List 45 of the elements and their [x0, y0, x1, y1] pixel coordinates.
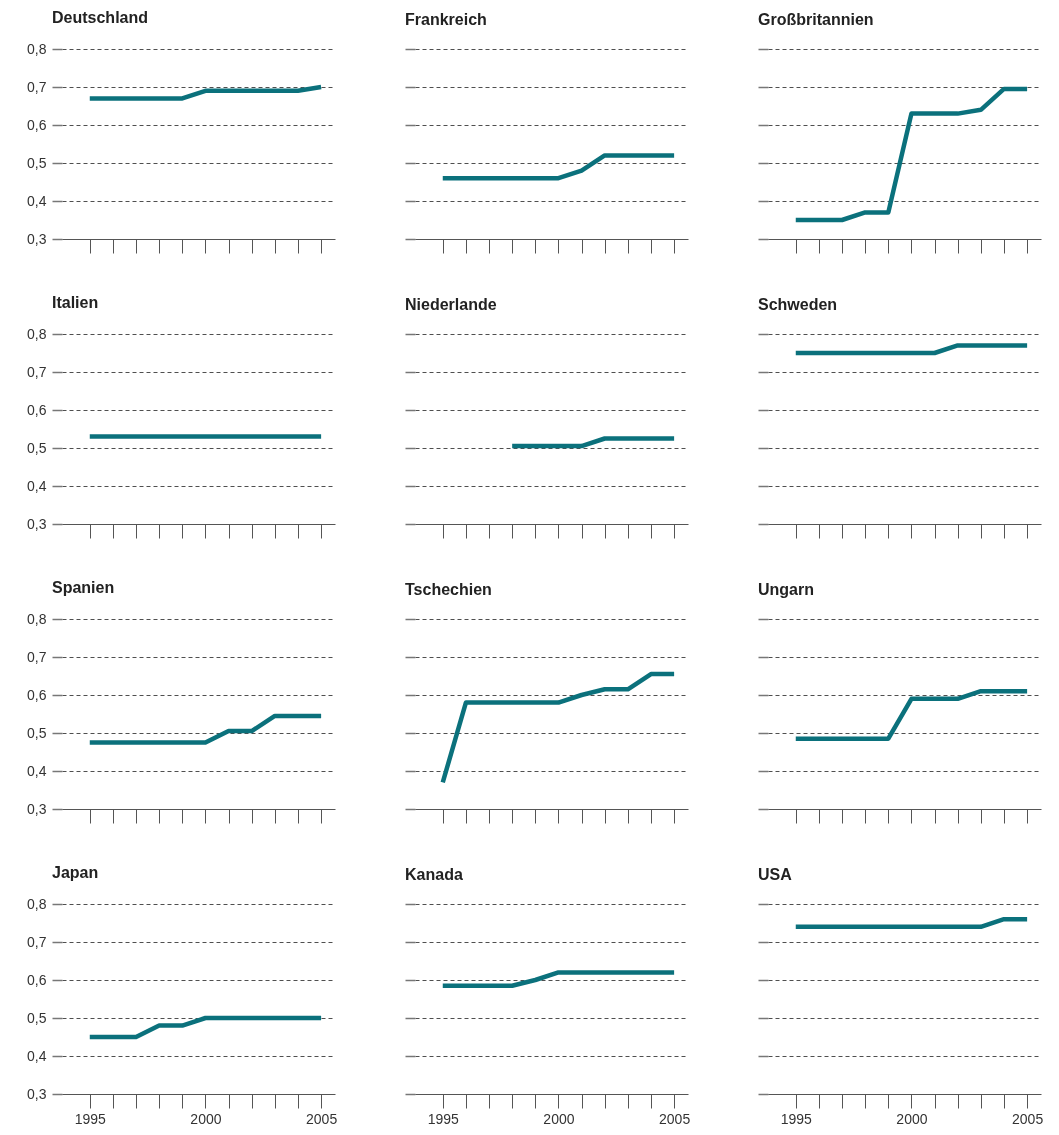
x-tick-label: 2005: [1012, 1110, 1044, 1127]
y-tick-label: 0,5: [27, 439, 47, 456]
chart-title: Tschechien: [405, 581, 492, 599]
y-tick-label: 0,6: [27, 401, 47, 418]
y-tick-label: 0,7: [27, 648, 47, 665]
chart-title: Spanien: [52, 579, 115, 596]
y-tick-label: 0,8: [27, 610, 47, 627]
y-tick-label: 0,8: [27, 895, 47, 912]
y-tick-label: 0,4: [27, 762, 47, 779]
y-tick-label: 0,3: [27, 1085, 47, 1102]
x-tick-label: 2005: [306, 1110, 338, 1127]
y-tick-label: 0,3: [27, 230, 47, 247]
x-tick-label: 1995: [427, 1110, 460, 1127]
chart-title: Japan: [52, 864, 99, 881]
chart-title: Niederlande: [405, 296, 497, 314]
y-tick-label: 0,3: [27, 515, 47, 532]
x-tick-label: 1995: [74, 1110, 107, 1127]
y-tick-label: 0,5: [27, 1009, 47, 1026]
y-tick-label: 0,6: [27, 116, 47, 133]
chart-title: Italien: [52, 294, 99, 311]
y-tick-label: 0,4: [27, 477, 47, 494]
y-tick-label: 0,5: [27, 154, 47, 171]
x-tick-label: 2005: [659, 1110, 691, 1127]
y-tick-label: 0,4: [27, 192, 47, 209]
chart-title: Ungarn: [758, 581, 814, 599]
y-tick-label: 0,6: [27, 971, 47, 988]
y-tick-label: 0,4: [27, 1047, 47, 1064]
y-tick-label: 0,8: [27, 325, 47, 342]
y-tick-label: 0,7: [27, 933, 47, 950]
y-tick-label: 0,7: [27, 78, 47, 95]
y-tick-label: 0,3: [27, 800, 47, 817]
y-tick-label: 0,5: [27, 724, 47, 741]
chart-title: Kanada: [405, 866, 463, 884]
x-tick-label: 2000: [896, 1110, 928, 1127]
x-tick-label: 1995: [780, 1110, 813, 1127]
x-tick-label: 2000: [190, 1110, 222, 1127]
chart-title: Deutschland: [52, 9, 149, 26]
chart-title: USA: [758, 866, 793, 884]
chart-title: Frankreich: [405, 11, 487, 29]
y-tick-label: 0,7: [27, 363, 47, 380]
y-tick-label: 0,8: [27, 40, 47, 57]
x-tick-label: 2000: [543, 1110, 575, 1127]
chart-title: Großbritannien: [758, 11, 874, 29]
y-tick-label: 0,6: [27, 686, 47, 703]
chart-title: Schweden: [758, 296, 838, 314]
